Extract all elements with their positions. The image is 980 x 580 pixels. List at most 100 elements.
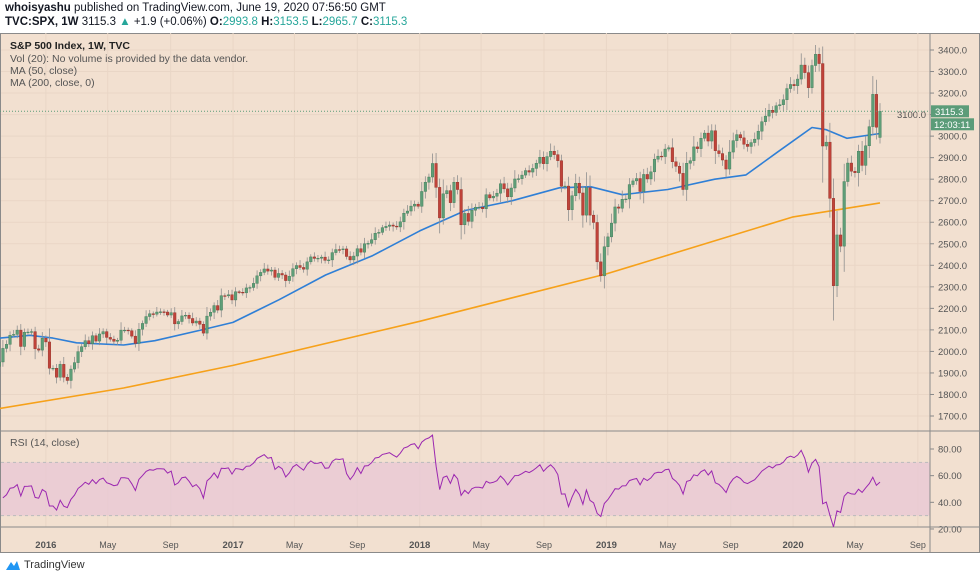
candle-up xyxy=(774,105,778,113)
legend-rsi[interactable]: RSI (14, close) xyxy=(10,437,80,449)
candle-up xyxy=(445,190,449,195)
candle-up xyxy=(867,126,871,147)
candle-up xyxy=(30,331,34,333)
candle-up xyxy=(226,294,230,297)
candle-up xyxy=(610,222,614,238)
candle-up xyxy=(484,194,488,209)
candle-up xyxy=(370,239,374,244)
author[interactable]: whoisyashu xyxy=(5,2,71,14)
candle-down xyxy=(284,274,288,281)
candle-up xyxy=(538,157,542,164)
candle-up xyxy=(83,340,87,347)
candle-down xyxy=(853,171,857,173)
candle-up xyxy=(846,162,850,182)
candle-up xyxy=(602,246,606,277)
candle-down xyxy=(720,153,724,161)
candle-down xyxy=(112,338,116,342)
candle-up xyxy=(377,232,381,234)
high-label: H: xyxy=(261,16,274,28)
candle-up xyxy=(115,340,119,342)
candle-up xyxy=(477,206,481,209)
change: +1.9 (+0.06%) xyxy=(133,16,207,28)
candle-up xyxy=(735,134,739,141)
candle-up xyxy=(685,163,689,190)
ma50-line xyxy=(0,126,881,346)
candle-up xyxy=(388,224,392,227)
candle-up xyxy=(524,170,528,176)
price-tick-label: 2300.0 xyxy=(938,282,967,293)
price-tick-label: 3300.0 xyxy=(938,67,967,78)
candle-up xyxy=(305,261,309,270)
price-tick-label: 2600.0 xyxy=(938,218,967,229)
candle-up xyxy=(101,331,105,335)
legend-ma50[interactable]: MA (50, close) xyxy=(10,65,78,77)
countdown-tag xyxy=(931,118,974,131)
rsi-band xyxy=(1,462,930,516)
candle-up xyxy=(563,185,567,188)
price-tick-label: 1700.0 xyxy=(938,412,967,423)
price-tick-label: 2400.0 xyxy=(938,261,967,272)
candle-down xyxy=(581,192,585,216)
legend-ma200[interactable]: MA (200, close, 0) xyxy=(10,77,95,89)
candle-down xyxy=(126,329,130,332)
candle-up xyxy=(824,141,828,147)
candle-down xyxy=(438,187,442,219)
rsi-tick-label: 80.00 xyxy=(938,445,962,456)
candle-down xyxy=(717,150,721,154)
candle-down xyxy=(201,324,205,334)
candle-up xyxy=(144,316,148,324)
candle-up xyxy=(545,156,549,164)
last-price: 3115.3 xyxy=(81,16,117,28)
price-chart[interactable]: 3400.0 3300.0 3200.0 3100.0 3000.0 2900.0 2800… xyxy=(0,0,980,556)
candle-up xyxy=(413,203,417,207)
candle-up xyxy=(584,187,588,216)
candle-down xyxy=(567,185,571,210)
main-pane xyxy=(0,44,882,410)
candle-down xyxy=(713,130,717,151)
candle-up xyxy=(320,256,324,259)
candle-down xyxy=(448,190,452,203)
legend-title: S&P 500 Index, 1W, TVC xyxy=(10,40,131,52)
price-tick-label: 2100.0 xyxy=(938,325,967,336)
time-tick-label: 2018 xyxy=(409,540,430,551)
candle-up xyxy=(631,180,635,185)
candle-up xyxy=(205,315,209,334)
candle-up xyxy=(244,287,248,294)
candle-down xyxy=(62,364,66,378)
candle-up xyxy=(789,84,793,89)
candle-up xyxy=(294,265,298,269)
candle-up xyxy=(649,171,653,180)
candle-up xyxy=(703,132,707,139)
price-tick-label: 2200.0 xyxy=(938,304,967,315)
ma200-line xyxy=(0,202,881,410)
candle-down xyxy=(670,147,674,162)
candle-down xyxy=(395,225,399,228)
price-tick-label: 3000.0 xyxy=(938,132,967,143)
candle-down xyxy=(617,206,621,209)
price-tick-label: 2700.0 xyxy=(938,196,967,207)
time-tick-label: Sep xyxy=(163,540,179,550)
time-tick-label: Sep xyxy=(910,540,926,550)
candle-down xyxy=(678,166,682,174)
candle-up xyxy=(15,329,19,335)
candle-up xyxy=(373,233,377,240)
publish-text: published on TradingView.com, June 19, 2… xyxy=(74,2,386,14)
tradingview-logo[interactable]: TradingView xyxy=(5,559,85,571)
candle-down xyxy=(681,173,685,190)
rsi-tick-label: 20.00 xyxy=(938,524,962,535)
candle-down xyxy=(839,234,843,247)
candle-down xyxy=(806,72,810,88)
candle-up xyxy=(251,283,255,288)
time-tick-label: 2019 xyxy=(596,540,617,551)
candle-down xyxy=(187,315,191,319)
candle-down xyxy=(599,261,603,277)
time-tick-label: May xyxy=(286,540,304,550)
candle-up xyxy=(699,138,703,149)
candle-up xyxy=(155,311,159,315)
candle-down xyxy=(588,187,592,216)
candle-down xyxy=(173,312,177,325)
candle-up xyxy=(355,248,359,257)
candle-up xyxy=(810,65,814,88)
candle-up xyxy=(728,151,732,170)
up-arrow-icon: ▲ xyxy=(119,16,131,28)
